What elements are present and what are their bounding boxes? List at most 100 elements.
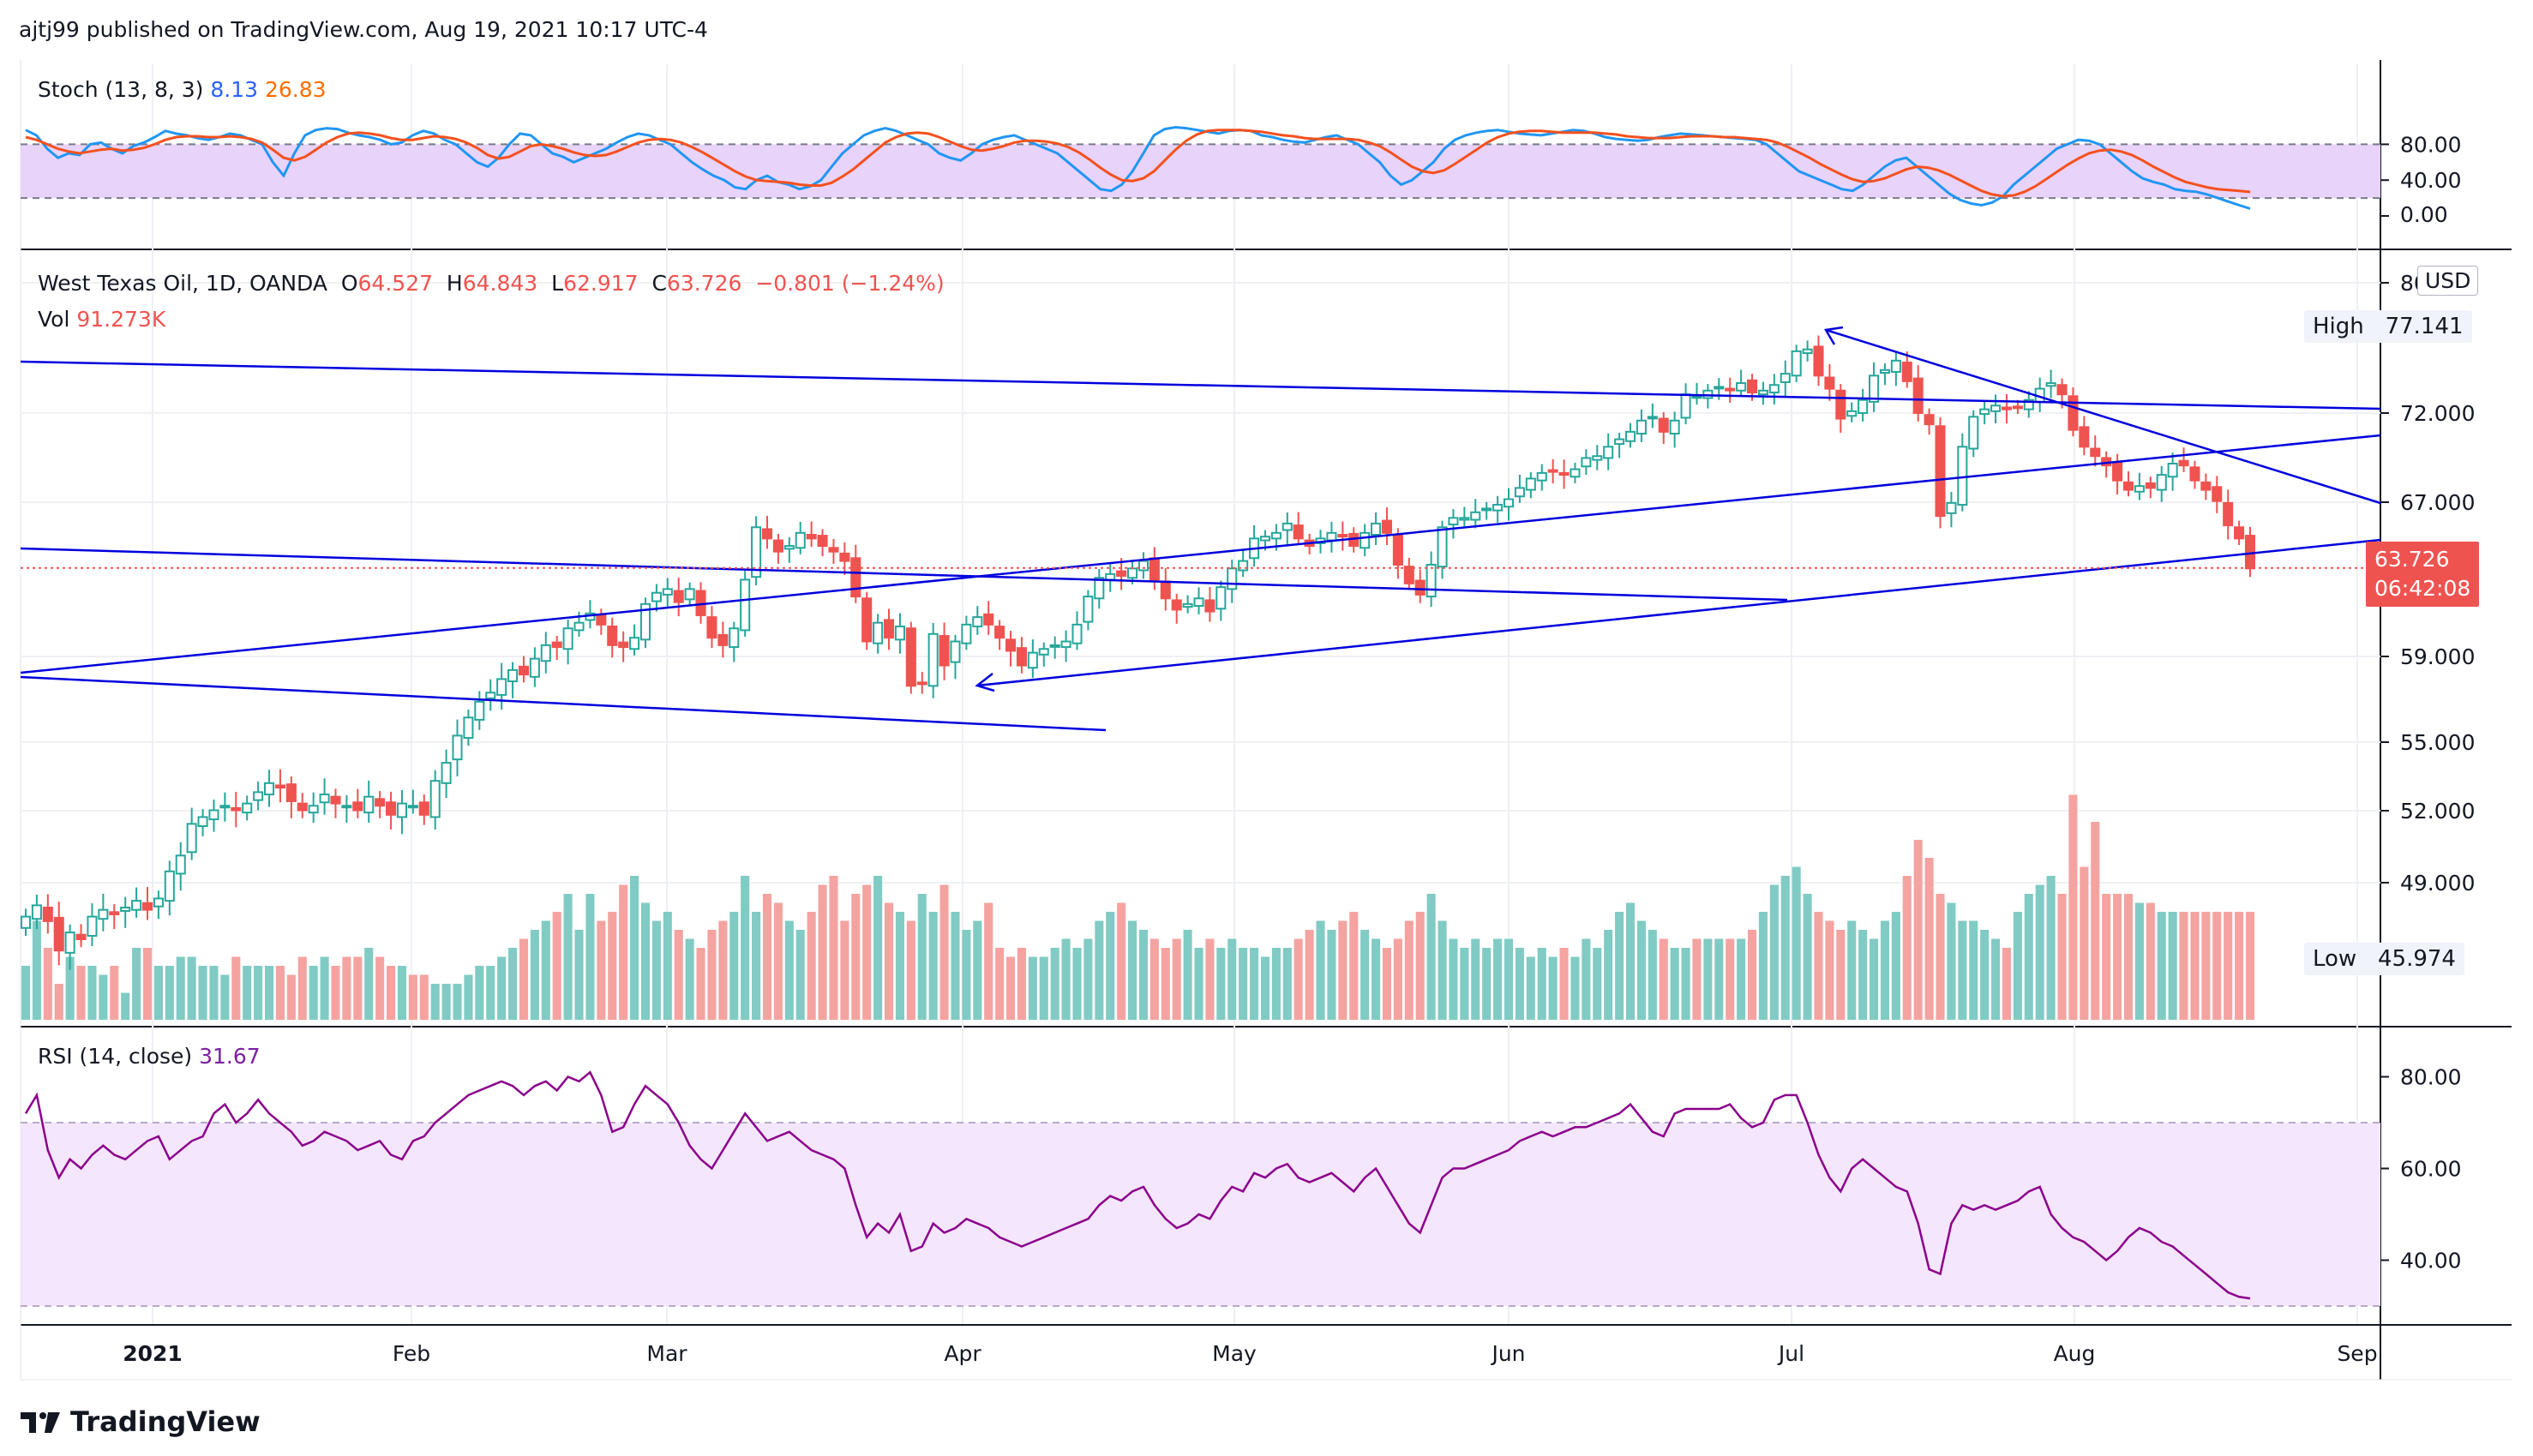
candle-body: [1558, 471, 1570, 476]
candle-body: [706, 616, 717, 639]
candle-body: [153, 897, 164, 908]
candle-body: [1381, 519, 1393, 534]
candle-body: [330, 795, 341, 805]
candle-body: [1647, 416, 1658, 420]
volume-bar: [309, 966, 318, 1020]
candle-body: [972, 616, 983, 628]
time-axis-label: Jun: [1490, 1341, 1525, 1366]
volume-bar: [286, 974, 296, 1020]
volume-bar: [995, 948, 1005, 1020]
trend-line: [976, 538, 2381, 687]
volume-bar: [685, 938, 694, 1020]
volume-bar: [1858, 930, 1868, 1020]
candle-body: [562, 627, 573, 650]
volume-bar: [497, 956, 507, 1020]
currency-button[interactable]: USD: [2417, 266, 2479, 296]
price-tick-label: 67.000: [2400, 490, 2475, 515]
volume-bar: [1902, 876, 1912, 1020]
candle-body: [2178, 459, 2189, 467]
volume-bar: [1117, 902, 1126, 1020]
last-price-value: 63.726: [2374, 547, 2450, 572]
volume-bar: [353, 956, 363, 1020]
volume-bar: [1382, 948, 1392, 1020]
volume-bar: [1891, 912, 1900, 1020]
volume-bar: [264, 966, 274, 1020]
volume-bar: [1670, 948, 1679, 1020]
candle-body: [1935, 425, 1946, 518]
high-badge-value: 77.141: [2385, 314, 2464, 339]
volume-bar: [2224, 912, 2233, 1020]
volume-bar: [2102, 894, 2111, 1020]
volume-bar: [1548, 956, 1558, 1020]
candle-body: [175, 854, 186, 875]
candle-body: [1514, 487, 1525, 498]
tradingview-logo[interactable]: TradingView: [19, 1405, 261, 1438]
candle-body: [219, 805, 231, 809]
stoch-tick-label: 80.00: [2400, 132, 2462, 157]
candle-body: [363, 795, 375, 814]
tradingview-logo-icon: [21, 1412, 60, 1433]
candle-body: [629, 637, 640, 650]
volume-bar: [1880, 920, 1889, 1020]
volume-bar: [320, 956, 329, 1020]
volume-bar: [1714, 938, 1724, 1020]
candle-body: [441, 762, 452, 784]
volume-bar: [1504, 938, 1514, 1020]
candle-body: [883, 619, 895, 639]
candle-body: [1038, 648, 1049, 656]
volume-bar: [2134, 902, 2144, 1020]
candle-body: [485, 692, 496, 699]
volume-bar: [209, 966, 219, 1020]
volume-bar: [1537, 948, 1546, 1020]
candle-body: [1414, 579, 1426, 596]
volume-bar: [464, 974, 473, 1020]
candle-body: [806, 534, 817, 540]
volume-bar: [198, 966, 207, 1020]
candle-body: [1614, 438, 1625, 446]
volume-bar: [651, 920, 661, 1020]
volume-bar: [1239, 948, 1248, 1020]
candle-body: [1094, 577, 1105, 600]
volume-bar: [773, 902, 783, 1020]
time-axis-label: Jul: [1777, 1341, 1804, 1366]
candle-body: [1238, 560, 1249, 572]
candle-body: [1858, 398, 1869, 415]
volume-bar: [840, 920, 849, 1020]
candle-body: [2023, 398, 2034, 410]
volume-bar: [2123, 894, 2134, 1020]
candle-body: [418, 801, 429, 816]
candle-body: [1005, 638, 1017, 652]
volume-bar: [1183, 930, 1192, 1020]
candle-body: [53, 916, 64, 952]
publisher-line: ajtj99 published on TradingView.com, Aug…: [19, 17, 708, 42]
candle-body: [1691, 395, 1702, 399]
volume-bar: [1625, 902, 1636, 1020]
candle-body: [740, 578, 751, 632]
candle-body: [717, 633, 729, 646]
candle-body: [2200, 481, 2212, 491]
candle-body: [1193, 597, 1204, 608]
volume-bar: [99, 974, 108, 1020]
volume-bar: [1426, 894, 1436, 1020]
candle-body: [939, 634, 950, 667]
instrument-name: West Texas Oil, 1D, OANDA: [38, 271, 327, 296]
stoch-d-line: [25, 129, 2251, 198]
volume-bar: [508, 948, 518, 1020]
volume-bar: [187, 956, 196, 1020]
candle-body: [141, 902, 153, 911]
candle-body: [1768, 384, 1780, 393]
volume-bar: [884, 902, 894, 1020]
volume-bar: [1792, 866, 1801, 1020]
candle-body: [1083, 596, 1094, 623]
volume-bar: [132, 948, 141, 1020]
candle-body: [639, 602, 651, 641]
volume-bar: [76, 966, 86, 1020]
candle-body: [1547, 469, 1558, 473]
candle-body: [1581, 457, 1592, 468]
candle-body: [1227, 567, 1238, 590]
rsi-value: 31.67: [199, 1044, 261, 1069]
volume-bar: [475, 966, 484, 1020]
volume-bar: [220, 974, 230, 1020]
candle-body: [1570, 468, 1581, 478]
